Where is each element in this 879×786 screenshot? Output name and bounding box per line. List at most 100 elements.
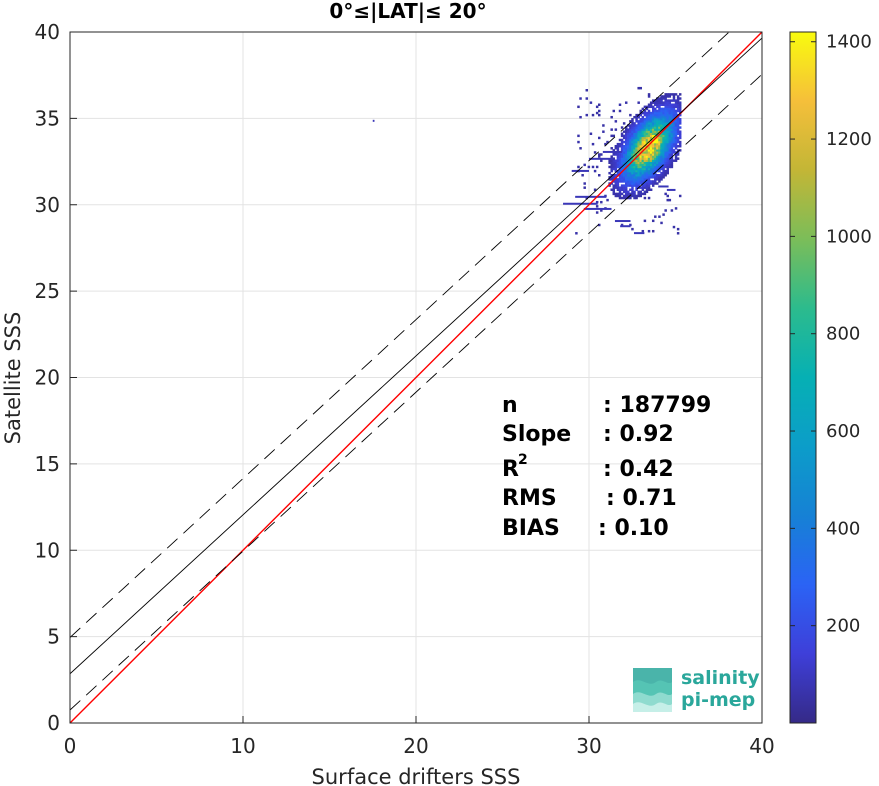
density-cell bbox=[660, 97, 663, 100]
density-cell bbox=[616, 182, 620, 185]
density-cell bbox=[639, 192, 642, 196]
density-cell bbox=[643, 130, 647, 133]
density-cell bbox=[666, 161, 669, 165]
density-cell bbox=[614, 159, 618, 162]
density-cell bbox=[670, 126, 674, 129]
density-cell bbox=[662, 176, 665, 179]
density-cell bbox=[662, 107, 665, 111]
density-cell bbox=[674, 132, 678, 136]
density-cell bbox=[627, 161, 630, 165]
density-cell bbox=[647, 186, 651, 189]
density-cell bbox=[666, 115, 669, 119]
density-cell bbox=[635, 115, 638, 119]
density-cell bbox=[643, 167, 647, 171]
density-cell bbox=[649, 169, 653, 173]
density-cell bbox=[676, 153, 680, 156]
density-cell bbox=[598, 223, 601, 227]
density-cell bbox=[645, 136, 649, 140]
density-cell bbox=[610, 176, 613, 179]
chart-title: 0°≤|LAT|≤ 20° bbox=[329, 0, 486, 23]
density-cell bbox=[641, 151, 645, 154]
density-cell bbox=[624, 140, 628, 144]
density-cell bbox=[643, 165, 647, 169]
density-cell bbox=[660, 95, 663, 98]
density-cell bbox=[654, 111, 657, 115]
density-cell bbox=[631, 174, 634, 177]
colorbar bbox=[789, 31, 817, 724]
density-cell bbox=[635, 142, 638, 146]
density-cell bbox=[664, 132, 667, 136]
density-cell bbox=[672, 120, 676, 123]
density-cell bbox=[631, 140, 634, 144]
density-cell bbox=[658, 215, 661, 218]
density-cell bbox=[670, 165, 674, 169]
density-cell bbox=[629, 196, 632, 200]
density-cell bbox=[645, 107, 649, 111]
density-cell bbox=[635, 136, 638, 140]
density-cell bbox=[664, 138, 667, 142]
density-cell bbox=[676, 138, 680, 142]
density-cell bbox=[668, 115, 672, 119]
density-cell bbox=[662, 97, 665, 100]
density-cell bbox=[676, 118, 680, 121]
density-cell bbox=[654, 167, 657, 171]
density-cell bbox=[666, 132, 669, 136]
density-cell bbox=[629, 147, 632, 150]
density-cell bbox=[641, 126, 645, 129]
density-cell bbox=[660, 136, 663, 140]
density-cell bbox=[660, 140, 663, 144]
one-to-one-line bbox=[70, 32, 762, 723]
density-cell bbox=[654, 115, 657, 119]
density-cell bbox=[647, 103, 651, 106]
density-cell bbox=[608, 165, 611, 169]
density-cell bbox=[639, 174, 642, 177]
density-cell bbox=[643, 151, 647, 154]
density-cell bbox=[631, 124, 634, 127]
density-cell bbox=[662, 147, 665, 150]
density-cell bbox=[658, 113, 661, 117]
density-cell bbox=[654, 157, 657, 160]
density-cell bbox=[672, 136, 676, 140]
density-cell bbox=[670, 163, 674, 167]
density-cell bbox=[672, 97, 676, 100]
density-cell bbox=[654, 155, 657, 158]
density-cell bbox=[571, 169, 589, 172]
density-cell bbox=[635, 180, 638, 183]
density-cell bbox=[662, 171, 665, 175]
density-cell bbox=[649, 151, 653, 154]
density-cell bbox=[622, 122, 626, 125]
density-cell bbox=[641, 118, 645, 121]
density-cell bbox=[577, 105, 580, 109]
density-cell bbox=[639, 155, 642, 158]
density-cell bbox=[649, 142, 653, 146]
density-cell bbox=[658, 144, 661, 148]
density-cell bbox=[651, 169, 655, 173]
density-cell bbox=[610, 128, 613, 131]
density-cell bbox=[641, 192, 645, 196]
density-cell bbox=[649, 124, 653, 127]
density-cell bbox=[645, 169, 649, 173]
density-cell bbox=[641, 136, 645, 140]
density-cell bbox=[602, 124, 605, 127]
density-cell bbox=[666, 111, 669, 115]
density-cell bbox=[660, 124, 663, 127]
density-cell bbox=[639, 194, 642, 198]
density-cell bbox=[645, 147, 649, 150]
density-cell bbox=[608, 178, 611, 181]
density-cell bbox=[654, 161, 657, 165]
density-cell bbox=[656, 118, 659, 121]
density-cell bbox=[612, 176, 616, 179]
density-cell bbox=[662, 167, 665, 171]
density-cell bbox=[670, 147, 674, 150]
density-cell bbox=[651, 101, 655, 104]
density-cell bbox=[666, 95, 669, 98]
density-cell bbox=[614, 153, 618, 156]
density-cell bbox=[629, 163, 632, 167]
density-cell bbox=[637, 126, 640, 129]
density-cell bbox=[639, 167, 642, 171]
density-cell bbox=[649, 188, 653, 191]
density-cell bbox=[614, 192, 618, 196]
density-cell bbox=[649, 174, 653, 177]
density-cell bbox=[674, 157, 678, 160]
density-cell bbox=[666, 147, 669, 150]
